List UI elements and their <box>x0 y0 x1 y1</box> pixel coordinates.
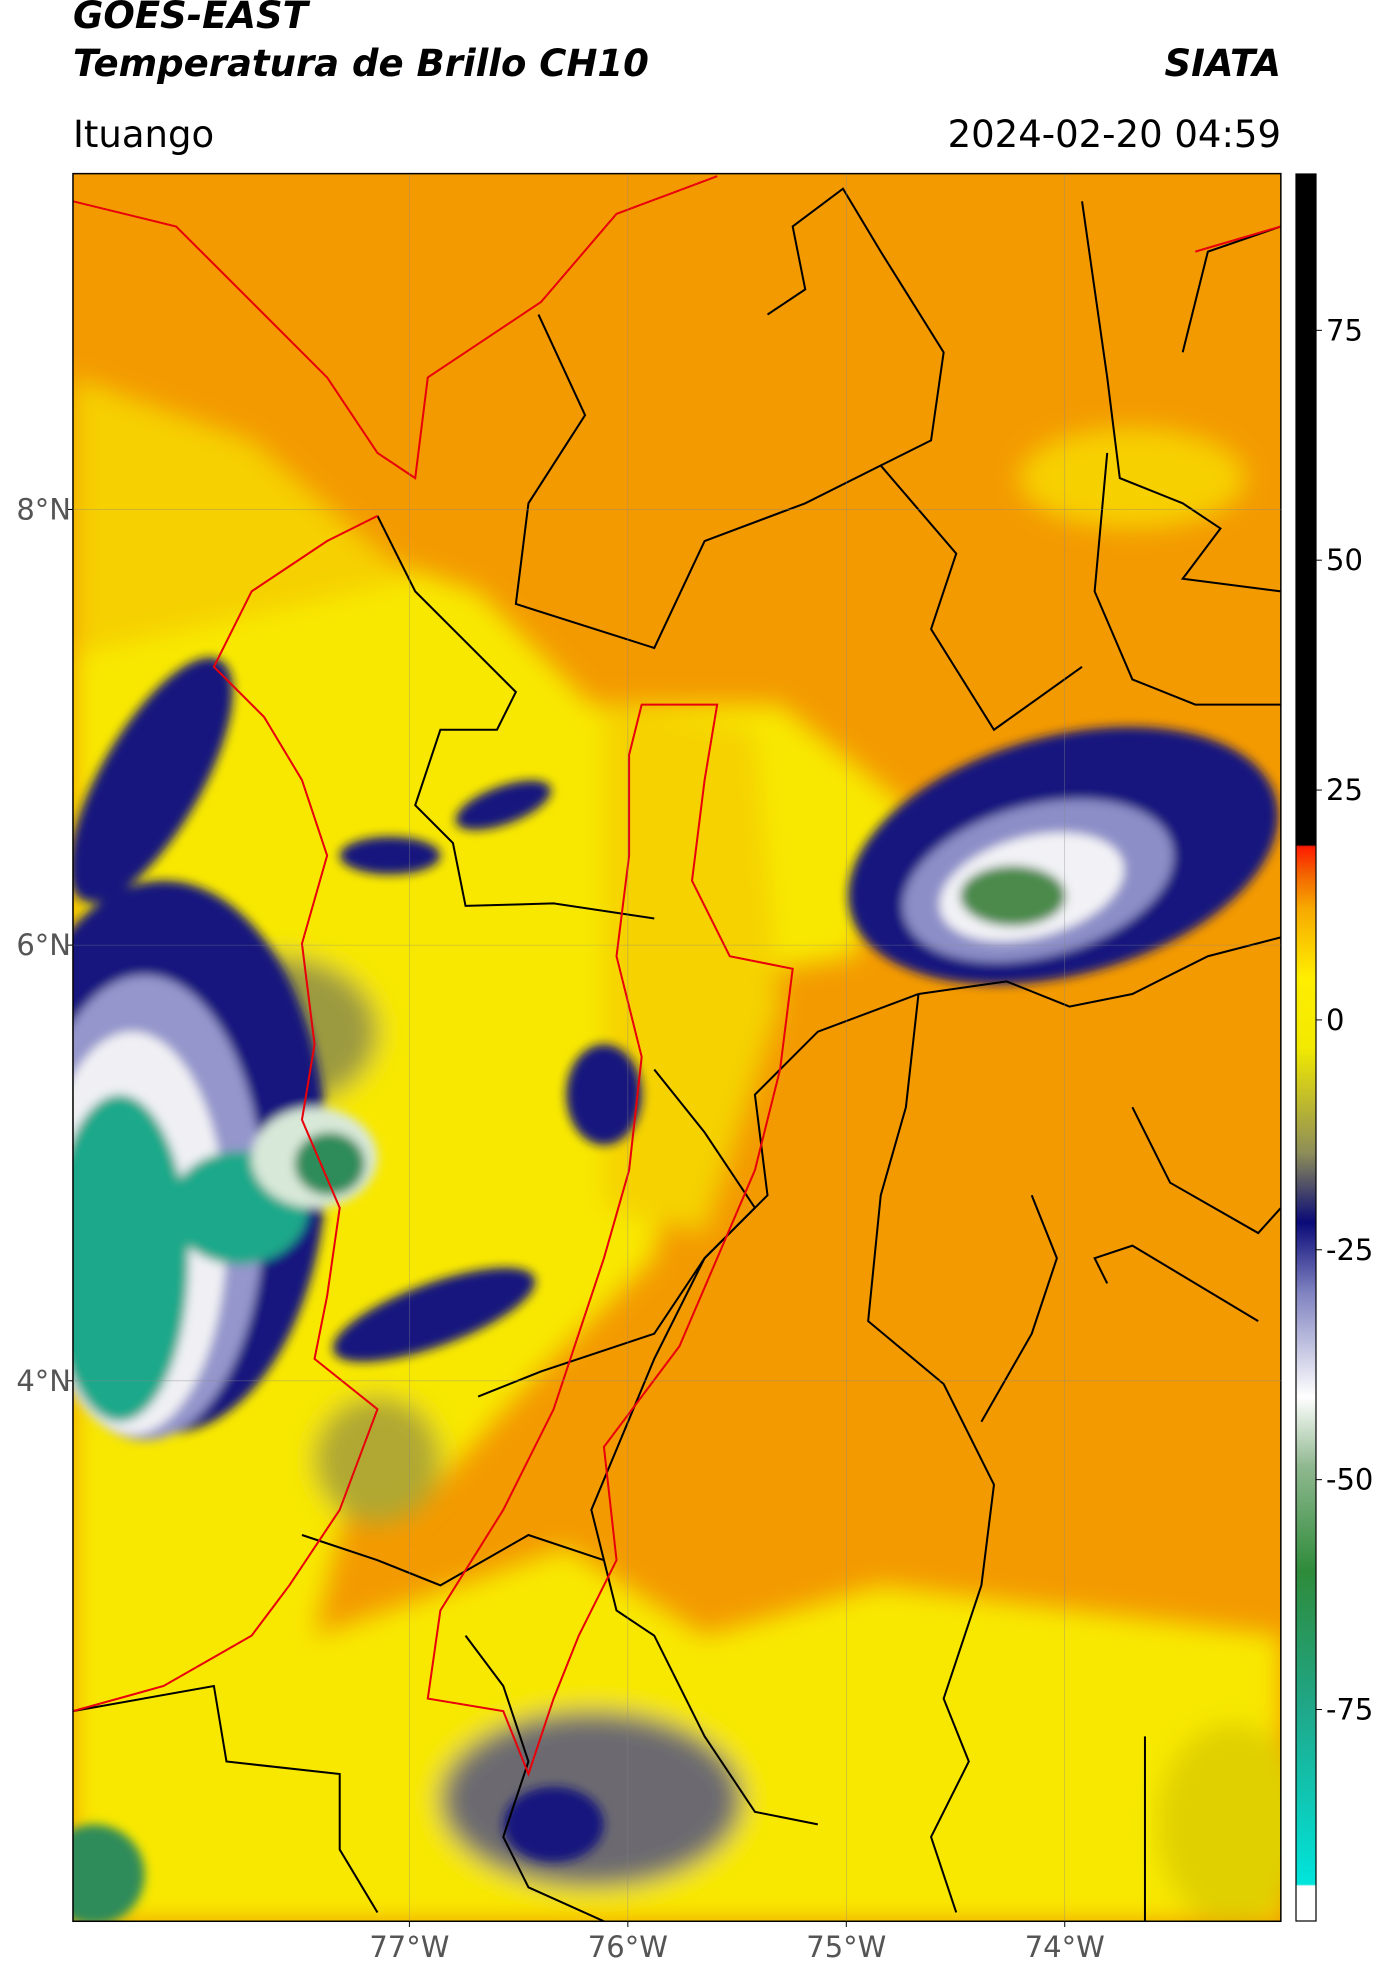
map-layer <box>72 172 1282 1923</box>
y-tick-label: 6°N <box>16 928 71 962</box>
timestamp: 2024-02-20 04:59 <box>948 113 1281 156</box>
admin-borders <box>72 187 1281 1922</box>
colorbar-tick-label: 0 <box>1326 1003 1344 1037</box>
y-tick-label: 4°N <box>16 1364 71 1398</box>
boundary-lines <box>72 175 1281 1777</box>
colorbar <box>1295 173 1317 1922</box>
x-tick-label: 74°W <box>1025 1930 1105 1964</box>
x-tick-label: 77°W <box>369 1930 449 1964</box>
brand: SIATA <box>1164 42 1281 85</box>
subtitle: Temperatura de Brillo CH10 <box>73 42 649 85</box>
colorbar-tick-label: -50 <box>1326 1463 1373 1497</box>
satellite-field <box>72 173 1281 1922</box>
colorbar-tick-label: 75 <box>1326 313 1363 347</box>
y-tick-label: 8°N <box>16 492 71 526</box>
colorbar-tick-label: -75 <box>1326 1693 1373 1727</box>
x-tick-label: 75°W <box>806 1930 886 1964</box>
map-frame <box>72 172 1282 1923</box>
colorbar-tick-label: 50 <box>1326 543 1363 577</box>
colorbar-tick-label: 25 <box>1326 773 1363 807</box>
colorbar-tick-label: -25 <box>1326 1233 1373 1267</box>
title: GOES-EAST <box>73 0 311 37</box>
location: Ituango <box>73 113 214 156</box>
x-tick-label: 76°W <box>588 1930 668 1964</box>
